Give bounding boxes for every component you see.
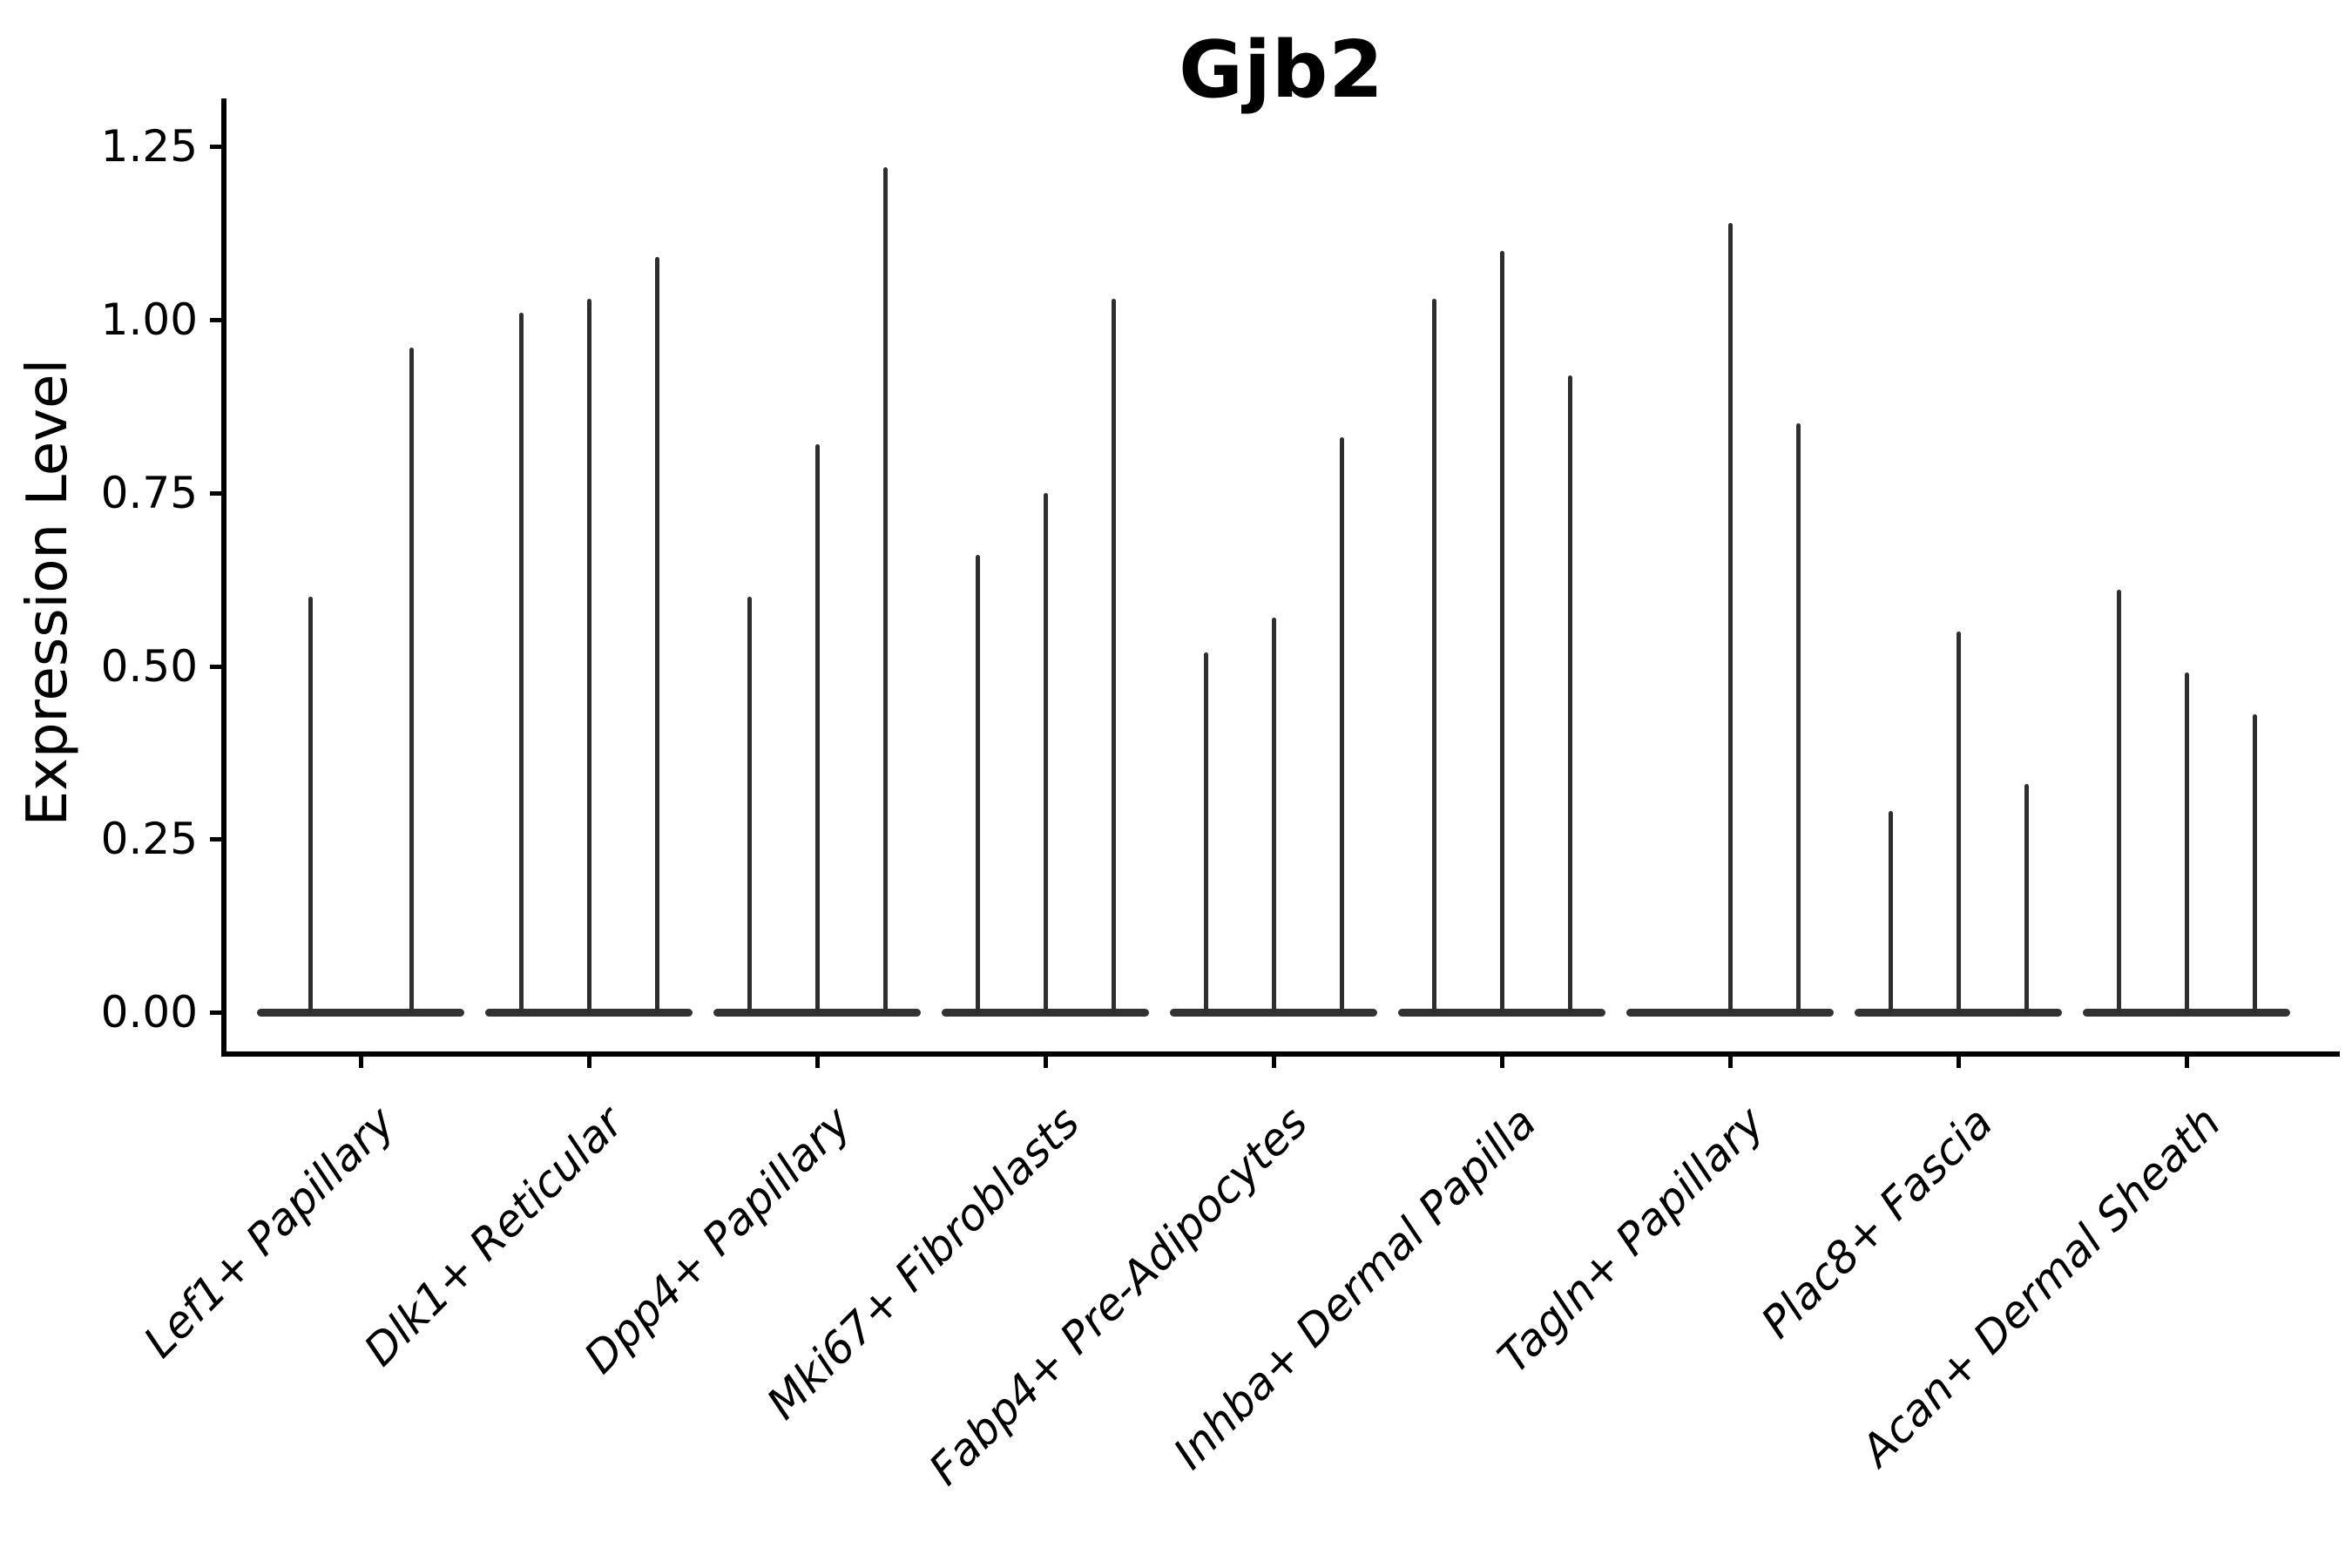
y-tick	[210, 1010, 224, 1015]
x-tick	[815, 1054, 820, 1068]
x-tick	[587, 1054, 591, 1068]
y-tick	[210, 837, 224, 842]
violin-base	[1855, 1009, 2062, 1017]
x-tick	[1044, 1054, 1048, 1068]
violin-spike	[1795, 423, 1801, 1012]
y-tick-label: 0.00	[100, 987, 198, 1037]
violin-base	[942, 1009, 1149, 1017]
violin-base	[2083, 1009, 2290, 1017]
y-tick-label: 0.75	[100, 467, 198, 518]
violin-base	[1398, 1009, 1605, 1017]
x-tick	[1500, 1054, 1504, 1068]
violin-spike	[518, 313, 524, 1012]
violin-spike	[975, 555, 980, 1012]
x-tick	[1728, 1054, 1733, 1068]
violin-spike	[2024, 783, 2029, 1012]
left-spine	[221, 98, 226, 1057]
violin-spike	[654, 257, 659, 1012]
violin-spike	[1888, 811, 1893, 1012]
x-tick	[1272, 1054, 1276, 1068]
violin-base	[485, 1009, 693, 1017]
y-tick	[210, 664, 224, 669]
x-tick-label: Fabp4+ Pre-Adipocytes	[919, 1097, 1318, 1495]
y-tick-label: 1.25	[100, 121, 198, 172]
x-tick-label: Plac8+ Fascia	[1751, 1097, 2003, 1348]
y-tick-label: 0.50	[100, 640, 198, 692]
violin-spike	[1727, 222, 1733, 1012]
violin-spike	[1111, 299, 1116, 1012]
violin-spike	[1339, 437, 1344, 1012]
violin-spike	[882, 167, 888, 1012]
violin-base	[713, 1009, 921, 1017]
chart-title: Gjb2	[1179, 24, 1384, 116]
violin-base	[257, 1009, 464, 1017]
violin-spike	[747, 597, 752, 1012]
violin-spike	[1043, 492, 1048, 1012]
y-tick	[210, 318, 224, 322]
x-tick	[1957, 1054, 1961, 1068]
x-tick	[359, 1054, 363, 1068]
bottom-spine	[221, 1051, 2340, 1057]
violin-spike	[409, 347, 414, 1012]
x-tick-label: Inhba+ Dermal Papilla	[1163, 1097, 1546, 1479]
violin-spike	[1203, 652, 1208, 1012]
violin-spike	[1956, 631, 1961, 1012]
y-tick-label: 1.00	[100, 294, 198, 345]
violin-spike	[308, 597, 313, 1012]
y-tick-label: 0.25	[100, 814, 198, 865]
violin-spike	[2184, 672, 2189, 1012]
violin-spike	[1499, 250, 1504, 1012]
y-tick	[210, 145, 224, 150]
x-tick	[2185, 1054, 2189, 1068]
violin-spike	[2116, 590, 2121, 1012]
violin-spike	[586, 299, 591, 1012]
violin-spike	[1567, 375, 1572, 1012]
violin-spike	[2252, 714, 2257, 1012]
violin-spike	[1271, 617, 1276, 1012]
violin-spike	[814, 444, 820, 1012]
y-tick	[210, 490, 224, 496]
violin-spike	[1431, 299, 1436, 1012]
violin-base	[1170, 1009, 1377, 1017]
violin-base	[1626, 1009, 1834, 1017]
